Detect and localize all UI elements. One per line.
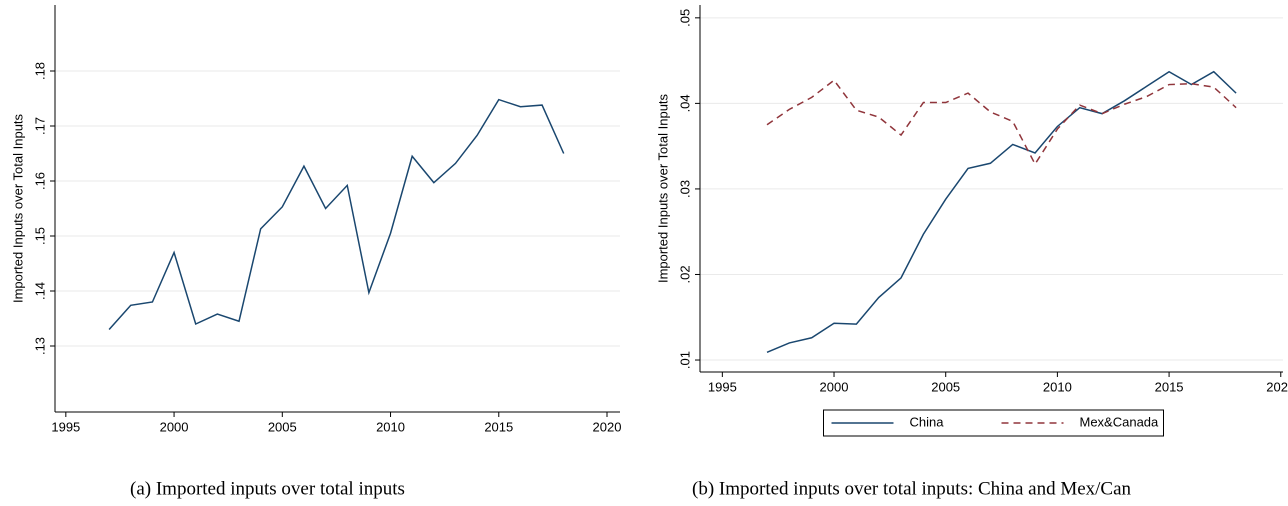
- x-tick-label: 2005: [931, 379, 960, 394]
- y-tick-label: .18: [32, 62, 47, 80]
- line: [766, 79, 1237, 166]
- x-tick-label: 2015: [1155, 379, 1184, 394]
- y-axis-title: Imported Inputs over Total Inputs: [10, 113, 25, 303]
- x-tick-label: 2000: [160, 419, 189, 434]
- x-tick-label: 2010: [1043, 379, 1072, 394]
- y-tick-label: .16: [32, 172, 47, 190]
- y-tick-label: .05: [677, 9, 692, 27]
- line: [108, 98, 565, 331]
- y-tick-label: .04: [677, 94, 692, 112]
- caption: (b) Imported inputs over total inputs: C…: [692, 478, 1132, 499]
- x-tick-label: 2000: [820, 379, 849, 394]
- x-tick-label: 2010: [376, 419, 405, 434]
- legend-label: Mex&Canada: [1080, 414, 1160, 429]
- legend-label: China: [910, 414, 945, 429]
- y-tick-label: .01: [677, 351, 692, 369]
- x-tick-label: 2005: [268, 419, 297, 434]
- y-tick-label: .03: [677, 180, 692, 198]
- y-tick-label: .02: [677, 265, 692, 283]
- x-tick-label: 1995: [51, 419, 80, 434]
- y-tick-label: .14: [32, 282, 47, 300]
- caption: (a) Imported inputs over total inputs: [130, 478, 405, 499]
- y-tick-label: .13: [32, 337, 47, 355]
- y-tick-label: .15: [32, 227, 47, 245]
- y-axis-title: Imported Inputs over Total Inputs: [655, 93, 670, 283]
- x-tick-label: 2020: [593, 419, 622, 434]
- y-tick-label: .17: [32, 117, 47, 135]
- x-tick-label: 2015: [484, 419, 513, 434]
- x-tick-label: 1995: [708, 379, 737, 394]
- line: [766, 70, 1237, 354]
- x-tick-label: 2020: [1266, 379, 1288, 394]
